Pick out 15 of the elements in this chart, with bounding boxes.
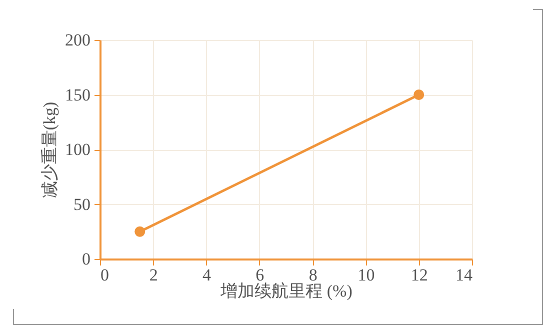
x-tick-label: 6 (256, 266, 264, 284)
x-axis-title: 增加续航里程 (%) (220, 282, 352, 300)
x-tick-label: 10 (358, 266, 375, 284)
x-tick-label: 14 (456, 266, 473, 284)
x-tick-label: 8 (308, 266, 318, 284)
y-tick-label: 200 (65, 30, 90, 50)
x-tick-label: 2 (149, 266, 158, 284)
y-tick-label: 50 (74, 194, 90, 214)
y-axis-title: 减少重量(kg) (40, 102, 59, 198)
x-tick-label: 12 (410, 266, 428, 284)
y-tick-label: 150 (65, 85, 90, 104)
y-tick-label: 100 (65, 140, 90, 159)
x-tick-label: 4 (202, 266, 212, 284)
y-tick-label: 0 (82, 250, 90, 268)
x-tick-label: 0 (100, 266, 109, 284)
